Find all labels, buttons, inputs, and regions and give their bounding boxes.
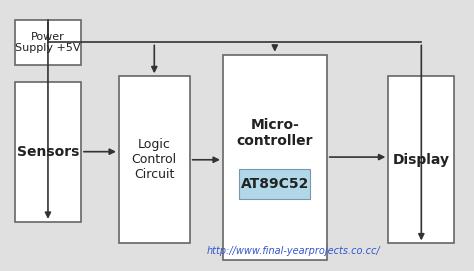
Bar (15, 82, 81, 222)
Bar (119, 76, 190, 243)
Text: http://www.final-yearprojects.co.cc/: http://www.final-yearprojects.co.cc/ (207, 246, 381, 256)
FancyBboxPatch shape (239, 169, 310, 199)
Text: Logic
Control
Circuit: Logic Control Circuit (132, 138, 177, 181)
Bar (223, 55, 327, 260)
Text: Power
Supply +5V: Power Supply +5V (15, 32, 81, 53)
Text: Sensors: Sensors (17, 145, 79, 159)
Bar (15, 20, 81, 65)
Text: Micro-
controller: Micro- controller (237, 118, 313, 148)
Text: AT89C52: AT89C52 (241, 177, 309, 191)
Bar (388, 76, 455, 243)
Text: Display: Display (393, 153, 450, 167)
